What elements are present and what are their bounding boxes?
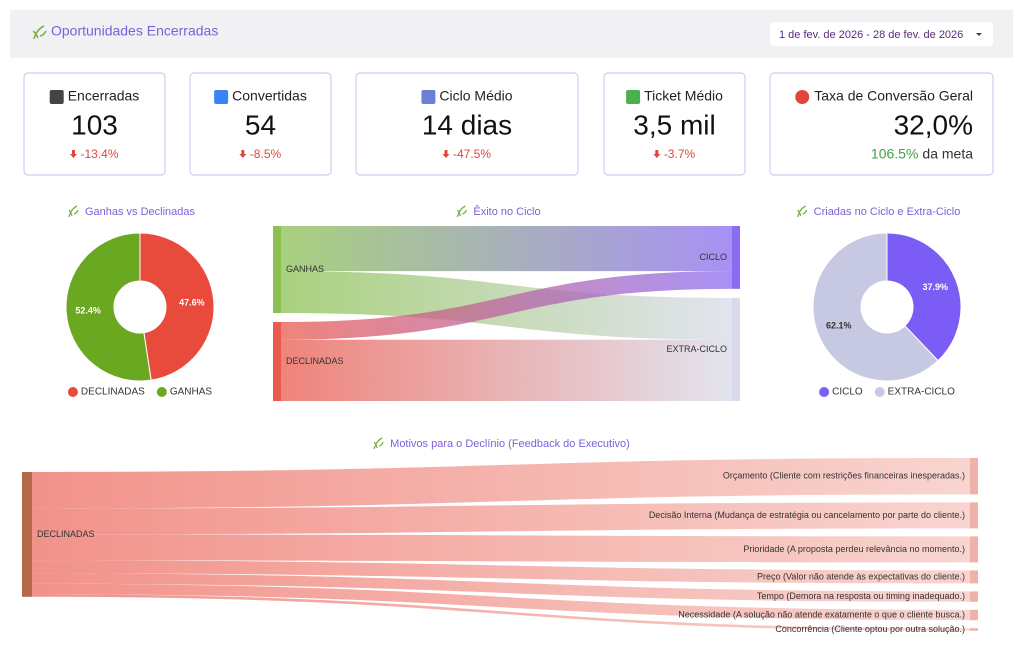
donut-slice [812, 232, 939, 382]
dropdown-arrow[interactable] [976, 33, 982, 36]
section-icon [797, 205, 808, 218]
node-label: Prioridade (A proposta perdeu relevância… [743, 544, 965, 554]
slice-label: 52.4% [75, 305, 101, 315]
flow-link [281, 339, 732, 401]
node-label: Tempo (Demora na resposta ou timing inad… [757, 591, 965, 601]
section-icon [373, 437, 384, 450]
kpi-icon [626, 90, 641, 104]
section-title: Criadas no Ciclo e Extra-Ciclo [814, 206, 961, 218]
kpi-change: -47.5% [453, 147, 491, 161]
kpi-value: 54 [245, 109, 276, 140]
kpi-label: Ciclo Médio [439, 88, 512, 104]
legend-swatch [819, 387, 830, 397]
node-label: Decisão Interna (Mudança de estratégia o… [649, 510, 965, 520]
section-icon [68, 205, 79, 218]
date-range-picker[interactable] [770, 22, 993, 46]
down-arrow [442, 150, 450, 158]
sankey-node [732, 226, 740, 289]
legend-label: EXTRA-CICLO [888, 387, 955, 398]
node-label: Orçamento (Cliente com restrições financ… [723, 471, 965, 481]
legend: DECLINADAS GANHAS [67, 387, 213, 398]
flow-link [32, 502, 970, 535]
kpi-icon [214, 90, 229, 104]
kpi-label: Convertidas [232, 88, 307, 104]
page-title: Oportunidades Encerradas [51, 23, 218, 39]
sankey-node [970, 609, 978, 621]
slice-label: 62.1% [826, 321, 852, 331]
sankey-node [273, 322, 281, 401]
sankey-node [970, 570, 978, 584]
sankey-node [732, 297, 740, 401]
sankey-node [970, 628, 978, 631]
legend-label: GANHAS [170, 387, 213, 398]
donut-slice [139, 232, 215, 381]
kpi-card [355, 72, 579, 176]
flow-link [32, 534, 970, 563]
kpi-value: 14 dias [422, 109, 512, 140]
node-label: EXTRA-CICLO [666, 344, 727, 354]
header-icon [32, 25, 47, 40]
kpi-icon [795, 90, 810, 104]
flow-link [32, 583, 970, 621]
kpi-change: -13.4% [80, 147, 118, 161]
flow-link [32, 594, 970, 631]
node-label: Concorrência (Cliente optou por outra so… [775, 624, 965, 634]
kpi-icon [421, 90, 436, 104]
legend-label: DECLINADAS [81, 387, 145, 398]
node-label: Necessidade (A solução não atende exatam… [678, 609, 965, 619]
node-label: DECLINADAS [286, 356, 344, 366]
down-arrow [239, 150, 247, 158]
kpi-value: 32,0% [894, 109, 973, 140]
sankey-node [273, 226, 281, 314]
kpi-icon [49, 90, 64, 104]
flow-link [281, 226, 732, 272]
goal-text: da meta [922, 146, 973, 162]
kpi-value: 103 [71, 109, 118, 140]
node-label: Preço (Valor não atende às expectativas … [757, 571, 965, 581]
down-arrow [653, 150, 661, 158]
slice-label: 47.6% [179, 297, 205, 307]
slice-label: 37.9% [923, 282, 949, 292]
kpi-value: 3,5 mil [633, 109, 715, 140]
kpi-card [769, 72, 994, 176]
sankey-node [970, 502, 978, 529]
section-title: Êxito no Ciclo [473, 205, 540, 218]
down-arrow [69, 150, 77, 158]
date-range[interactable]: 1 de fev. de 2026 - 28 de fev. de 2026 [779, 29, 963, 41]
flow-link [281, 271, 732, 340]
sankey-node [970, 536, 978, 563]
sankey-node [22, 472, 32, 597]
kpi-change: -3.7% [664, 147, 696, 161]
section-icon [456, 205, 467, 218]
section-title: Motivos para o Declínio (Feedback do Exe… [390, 438, 630, 450]
node-label: DECLINADAS [37, 529, 95, 539]
kpi-label: Taxa de Conversão Geral [814, 88, 973, 104]
kpi-label: Encerradas [68, 88, 140, 104]
legend-swatch [874, 387, 885, 397]
donut-slice [886, 232, 962, 362]
section-title: Ganhas vs Declinadas [85, 206, 196, 218]
node-label: CICLO [699, 252, 727, 262]
flow-link [32, 560, 970, 584]
node-label: GANHAS [286, 264, 324, 274]
donut-slice [65, 232, 152, 382]
flow-link [32, 573, 970, 602]
sankey-node [970, 591, 978, 602]
legend: CICLO EXTRA-CICLO [819, 387, 955, 398]
flow-link [32, 458, 970, 509]
kpi-change: -8.5% [250, 147, 282, 161]
legend-swatch [67, 387, 78, 397]
kpi-label: Ticket Médio [644, 88, 723, 104]
sankey-node [970, 458, 978, 495]
legend-label: CICLO [832, 387, 863, 398]
goal-attainment: 106.5% [871, 146, 918, 162]
legend-swatch [156, 387, 167, 397]
